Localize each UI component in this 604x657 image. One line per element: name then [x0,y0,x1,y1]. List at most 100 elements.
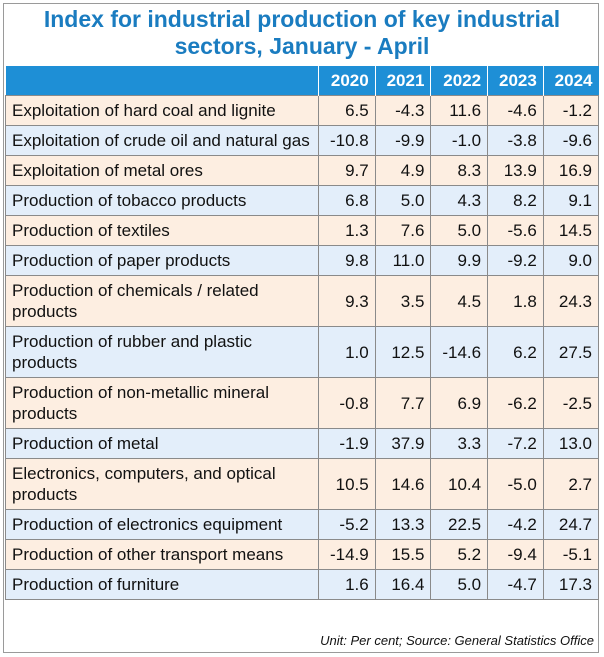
table-body: Exploitation of hard coal and lignite 6.5… [5,95,600,600]
value-cell-2023: -9.2 [487,245,544,276]
table-row: Production of other transport means -14.9… [5,539,600,570]
value-cell-2022: 5.0 [430,569,489,600]
value-cell-2022: 5.0 [430,215,489,246]
value-cell-2022: 11.6 [430,95,489,126]
value-cell-2021: 7.7 [374,377,432,429]
row-label: Production of furniture [5,569,319,600]
table-row: Production of tobacco products 6.8 5.0 4.3 8… [5,185,600,216]
value-cell-2021: 5.0 [374,185,432,216]
header-label-cell [5,66,319,96]
row-label: Production of electronics equipment [5,509,319,540]
value-cell-2022: 10.4 [430,458,489,510]
header-year: 2022 [430,66,488,96]
value-cell-2023: 8.2 [487,185,544,216]
table-row: Production of paper products 9.8 11.0 9.9 -9… [5,245,600,276]
value-cell-2024: -5.1 [542,539,600,570]
value-cell-2022: 9.9 [430,245,489,276]
value-cell-2020: 1.0 [318,326,376,378]
value-cell-2023: 1.8 [487,275,544,327]
row-label: Production of non-metallic mineral produ… [5,377,319,429]
value-cell-2024: 9.0 [542,245,600,276]
value-cell-2024: -9.6 [542,125,600,156]
value-cell-2020: -14.9 [318,539,376,570]
value-cell-2024: 16.9 [542,155,600,186]
value-cell-2022: 6.9 [430,377,489,429]
value-cell-2024: 13.0 [542,428,600,459]
value-cell-2023: -9.4 [487,539,544,570]
header-year: 2021 [374,66,431,96]
value-cell-2022: 3.3 [430,428,489,459]
value-cell-2020: 9.3 [318,275,376,327]
value-cell-2023: 13.9 [487,155,544,186]
value-cell-2020: 6.5 [318,95,376,126]
row-label: Production of rubber and plastic product… [5,326,319,378]
row-label: Exploitation of hard coal and lignite [5,95,319,126]
table-row: Production of electronics equipment -5.2 1… [5,509,600,540]
page-title: Index for industrial production of key i… [43,6,561,59]
row-label: Exploitation of crude oil and natural ga… [5,125,319,156]
row-label: Electronics, computers, and optical prod… [5,458,319,510]
table-frame [3,3,599,653]
header-year: 2023 [487,66,544,96]
table-row: Production of textiles 1.3 7.6 5.0 -5.6 14.5 [5,215,600,246]
value-cell-2022: -1.0 [430,125,489,156]
value-cell-2020: -5.2 [318,509,376,540]
table-row: Production of furniture 1.6 16.4 5.0 -4.7 17.… [5,569,600,600]
value-cell-2023: -4.6 [487,95,544,126]
data-table: 2020 2021 2022 2023 2024 Exploitation of… [5,66,600,600]
table-row: Production of metal -1.9 37.9 3.3 -7.2 13.0 [5,428,600,459]
value-cell-2023: -4.2 [487,509,544,540]
value-cell-2021: 11.0 [374,245,432,276]
value-cell-2024: 27.5 [542,326,600,378]
value-cell-2021: 15.5 [374,539,432,570]
value-cell-2020: 6.8 [318,185,376,216]
value-cell-2024: 2.7 [542,458,600,510]
value-cell-2024: 24.3 [542,275,600,327]
header-row: 2020 2021 2022 2023 2024 [5,66,599,96]
row-label: Production of paper products [5,245,319,276]
value-cell-2021: 13.3 [374,509,432,540]
value-cell-2024: -1.2 [542,95,600,126]
value-cell-2022: 22.5 [430,509,489,540]
table-row: Production of rubber and plastic product… [5,326,600,378]
value-cell-2023: -7.2 [487,428,544,459]
value-cell-2023: -6.2 [487,377,544,429]
value-cell-2020: -1.9 [318,428,376,459]
value-cell-2022: 4.3 [430,185,489,216]
value-cell-2020: 1.3 [318,215,376,246]
header-year: 2024 [542,66,599,96]
value-cell-2021: 7.6 [374,215,432,246]
row-label: Exploitation of metal ores [5,155,319,186]
table-row: Exploitation of metal ores 9.7 4.9 8.3 13.9 1… [5,155,600,186]
row-label: Production of textiles [5,215,319,246]
table-row: Production of chemicals / related produc… [5,275,600,327]
value-cell-2023: -4.7 [487,569,544,600]
value-cell-2020: 10.5 [318,458,376,510]
value-cell-2021: 3.5 [374,275,432,327]
row-label: Production of tobacco products [5,185,319,216]
value-cell-2021: 4.9 [374,155,432,186]
value-cell-2020: 9.8 [318,245,376,276]
table-row: Exploitation of hard coal and lignite 6.5… [5,95,600,126]
value-cell-2022: 5.2 [430,539,489,570]
row-label: Production of metal [5,428,319,459]
source-note: Unit: Per cent; Source: General Statisti… [320,633,594,648]
value-cell-2020: 9.7 [318,155,376,186]
value-cell-2023: 6.2 [487,326,544,378]
value-cell-2024: -2.5 [542,377,600,429]
value-cell-2022: 4.5 [430,275,489,327]
value-cell-2021: 14.6 [374,458,432,510]
value-cell-2021: -4.3 [374,95,432,126]
value-cell-2024: 14.5 [542,215,600,246]
table-row: Electronics, computers, and optical prod… [5,458,600,510]
value-cell-2021: 37.9 [374,428,432,459]
value-cell-2021: -9.9 [374,125,432,156]
table-row: Production of non-metallic mineral produ… [5,377,600,429]
header-year: 2020 [318,66,376,96]
value-cell-2023: -5.0 [487,458,544,510]
value-cell-2024: 17.3 [542,569,600,600]
value-cell-2024: 24.7 [542,509,600,540]
value-cell-2022: 8.3 [430,155,489,186]
value-cell-2022: -14.6 [430,326,489,378]
value-cell-2020: -10.8 [318,125,376,156]
